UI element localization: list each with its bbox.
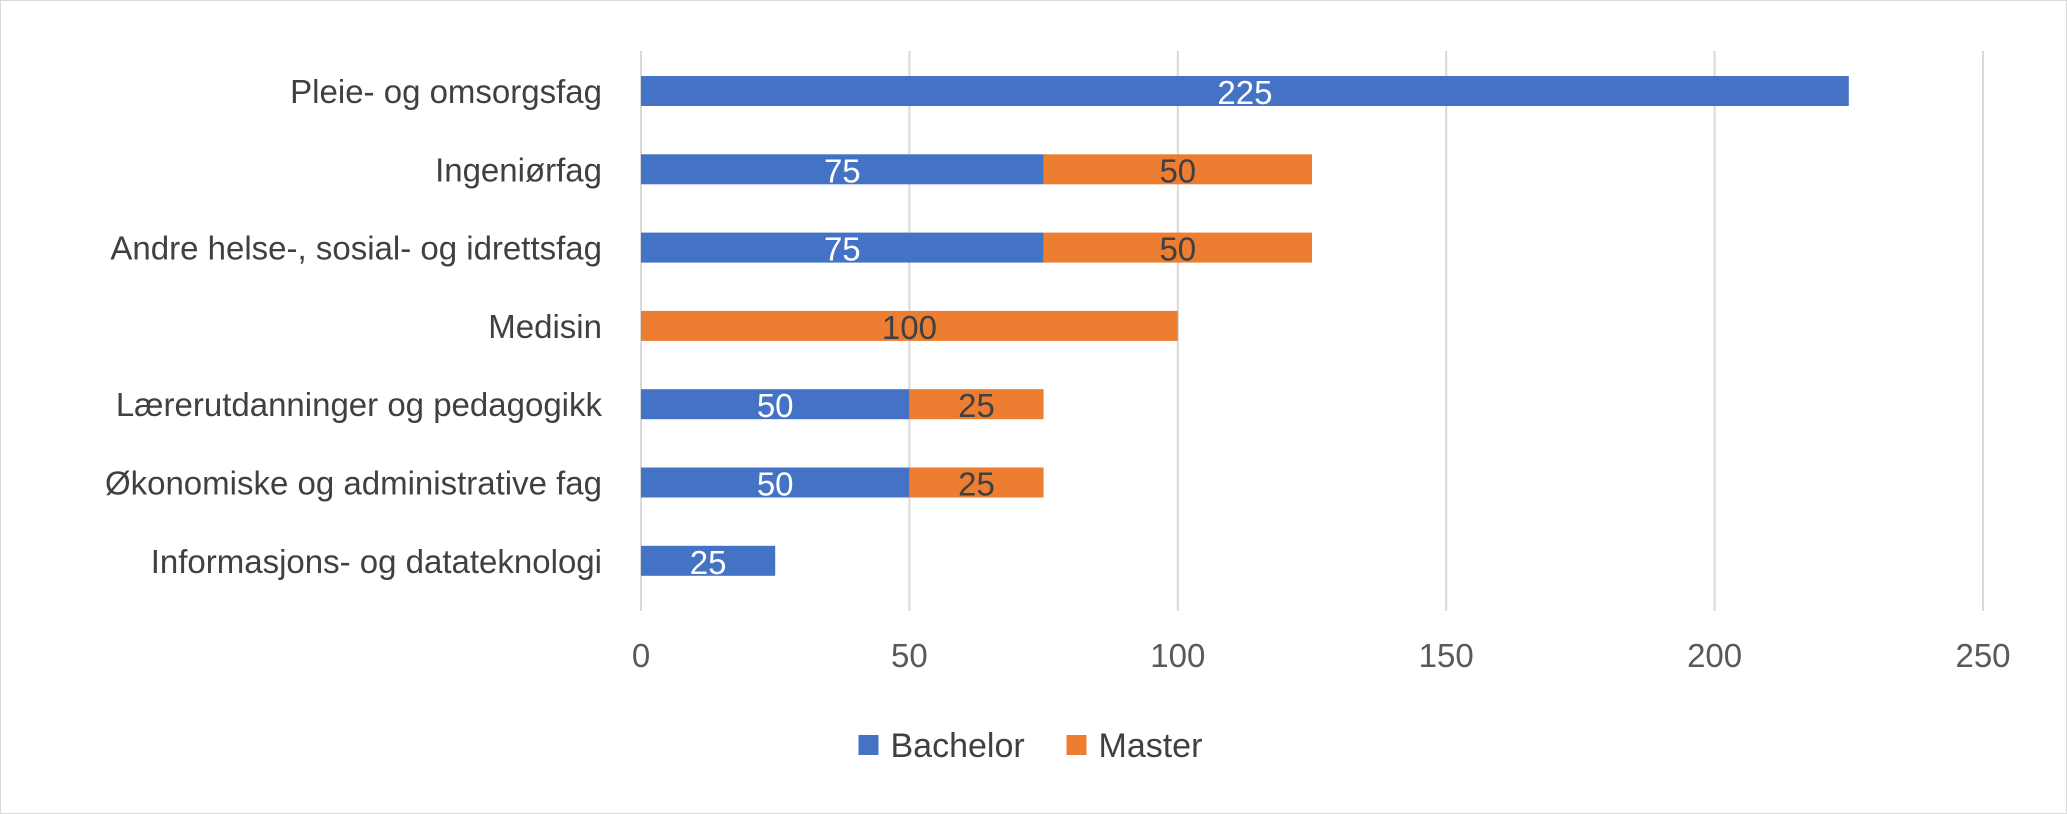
data-label: 25	[958, 387, 995, 424]
category-label: Ingeniørfag	[435, 151, 602, 188]
x-tick-label: 150	[1419, 637, 1474, 674]
data-label: 225	[1217, 74, 1272, 111]
bars	[641, 76, 1849, 576]
x-tick-label: 50	[891, 637, 928, 674]
x-tick-label: 0	[632, 637, 650, 674]
data-label: 50	[1159, 231, 1196, 268]
data-label: 50	[1159, 152, 1196, 189]
x-tick-label: 200	[1687, 637, 1742, 674]
data-label: 75	[824, 152, 861, 189]
data-labels: 225 75 50 75 50 100 50 25 50 25 25	[690, 74, 1273, 581]
category-label: Informasjons- og datateknologi	[151, 543, 602, 580]
category-label: Pleie- og omsorgsfag	[290, 73, 602, 110]
legend-swatch-bachelor	[858, 735, 879, 755]
bar-segment-master	[909, 389, 1044, 420]
legend-label-master: Master	[1099, 727, 1203, 765]
bar-segment-bachelor	[641, 76, 1849, 106]
bar-segment-bachelor	[641, 154, 1044, 185]
legend-swatch-master	[1066, 735, 1087, 755]
bar-segment-bachelor	[641, 467, 910, 498]
bar-segment-bachelor	[641, 545, 776, 576]
bar-segment-bachelor	[641, 389, 910, 420]
value-axis-ticks: 0 50 100 150 200 250	[632, 637, 2011, 674]
data-label: 50	[757, 466, 794, 503]
bar-segment-master	[641, 310, 1178, 341]
category-axis-labels: Pleie- og omsorgsfag Ingeniørfag Andre hel…	[105, 73, 603, 580]
legend: Bachelor Master	[858, 727, 1203, 765]
x-tick-label: 100	[1150, 637, 1205, 674]
category-label: Økonomiske og administrative fag	[105, 465, 602, 502]
category-label: Medisin	[488, 308, 602, 345]
data-label: 100	[882, 309, 937, 346]
category-label: Lærerutdanninger og pedagogikk	[116, 386, 603, 423]
x-tick-label: 250	[1955, 637, 2010, 674]
legend-label-bachelor: Bachelor	[891, 727, 1025, 765]
data-label: 75	[824, 231, 861, 268]
bar-segment-master	[1043, 154, 1312, 185]
bar-segment-master	[909, 467, 1044, 498]
bar-segment-bachelor	[641, 232, 1044, 263]
data-label: 25	[958, 466, 995, 503]
data-label: 25	[690, 544, 727, 581]
bar-segment-master	[1043, 232, 1312, 263]
data-label: 50	[757, 387, 794, 424]
category-label: Andre helse-, sosial- og idrettsfag	[110, 230, 602, 267]
